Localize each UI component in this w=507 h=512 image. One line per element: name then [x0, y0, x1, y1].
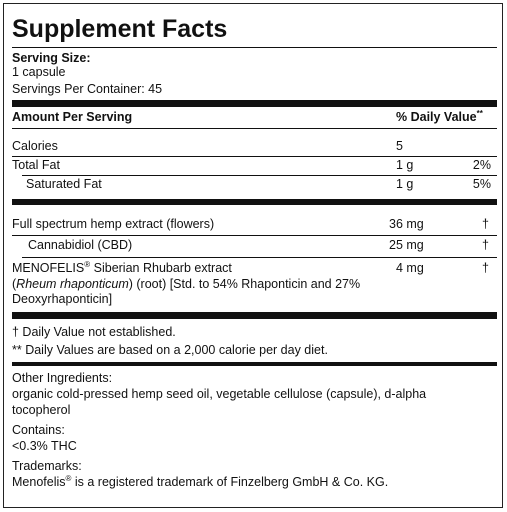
ingredient-detail: Deoxyrhaponticin]: [12, 292, 113, 306]
thick-bar: [12, 362, 497, 366]
trademarks-text: Menofelis® is a registered trademark of …: [12, 475, 388, 490]
servings-per-container: Servings Per Container: 45: [12, 82, 163, 96]
ingredient-name-rest: Siberian Rhubarb extract: [90, 261, 232, 275]
rule: [12, 235, 497, 236]
detail-rest: ) (root) [Std. to 54% Rhaponticin and 27…: [128, 277, 361, 291]
other-ingredients-text: organic cold-pressed hemp seed oil, vege…: [12, 387, 427, 401]
ingredient-amount: 36 mg: [389, 217, 424, 231]
nutrient-amount: 1 g: [396, 177, 414, 191]
title: Supplement Facts: [12, 15, 228, 43]
thick-bar: [12, 312, 497, 319]
detail-italic: Rheum rhaponticum: [16, 277, 129, 291]
other-ingredients-text: tocopherol: [12, 403, 71, 417]
thick-bar: [12, 199, 497, 205]
ingredient-amount: 4 mg: [396, 261, 424, 275]
registered-mark: ®: [65, 474, 72, 483]
daily-value-mark: **: [476, 109, 483, 118]
serving-label: Serving Size:: [12, 51, 91, 65]
detail-open: (: [12, 277, 17, 291]
contains-text: <0.3% THC: [12, 439, 77, 453]
amount-header: Amount Per Serving: [12, 110, 133, 124]
ingredient-name: Cannabidiol (CBD): [28, 238, 133, 252]
ingredient-name: MENOFELIS® Siberian Rhubarb extract: [12, 261, 232, 276]
ingredient-daily-value: †: [482, 238, 489, 252]
ingredient-amount: 25 mg: [389, 238, 424, 252]
registered-mark: ®: [84, 260, 91, 269]
ingredient-detail: (Rheum rhaponticum) (root) [Std. to 54% …: [12, 277, 360, 292]
footnote: ** Daily Values are based on a 2,000 cal…: [12, 343, 328, 357]
footnote: † Daily Value not established.: [12, 325, 176, 339]
nutrient-daily-value: 5%: [472, 177, 491, 191]
ingredient-name: Full spectrum hemp extract (flowers): [12, 217, 215, 231]
nutrient-amount: 5: [396, 139, 403, 153]
rule: [12, 128, 497, 129]
rule: [22, 257, 497, 258]
nutrient-name: Calories: [12, 139, 58, 153]
rule: [12, 156, 497, 157]
daily-value-text: % Daily Value: [396, 110, 477, 124]
nutrient-amount: 1 g: [396, 158, 414, 172]
trademark-rest: is a registered trademark of Finzelberg …: [71, 475, 389, 489]
nutrient-name: Saturated Fat: [26, 177, 102, 191]
thick-bar: [12, 100, 497, 107]
ingredient-daily-value: †: [482, 217, 489, 231]
label-frame: Supplement Facts Serving Size: 1 capsule…: [3, 3, 503, 508]
serving-size: 1 capsule: [12, 65, 66, 79]
nutrient-name: Total Fat: [12, 158, 60, 172]
rule: [22, 175, 497, 176]
nutrient-daily-value: 2%: [472, 158, 491, 172]
contains-label: Contains:: [12, 423, 65, 437]
ingredient-brand: MENOFELIS: [12, 261, 85, 275]
daily-value-header: % Daily Value**: [396, 110, 483, 125]
rule: [12, 47, 497, 48]
trademarks-label: Trademarks:: [12, 459, 82, 473]
ingredient-daily-value: †: [482, 261, 489, 275]
other-ingredients-label: Other Ingredients:: [12, 371, 113, 385]
trademark-name: Menofelis: [12, 475, 66, 489]
